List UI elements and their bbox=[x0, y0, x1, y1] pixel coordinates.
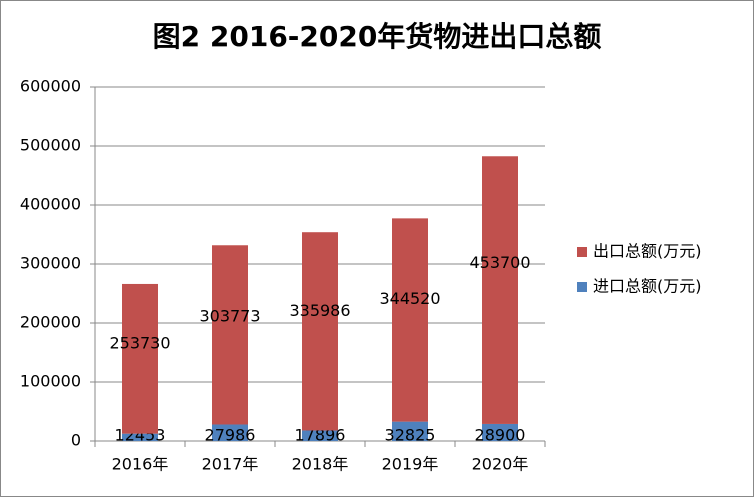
data-label: 32825 bbox=[385, 426, 436, 445]
x-tick-label: 2019年 bbox=[382, 455, 439, 474]
chart-title: 图2 2016-2020年货物进出口总额 bbox=[153, 20, 602, 53]
bar-segment bbox=[212, 245, 248, 425]
y-tick-label: 300000 bbox=[20, 254, 81, 273]
bar-segment bbox=[212, 424, 248, 441]
bar-segment bbox=[482, 423, 518, 441]
data-label: 344520 bbox=[379, 289, 440, 308]
bar-segment bbox=[392, 421, 428, 441]
data-label: 335986 bbox=[289, 301, 350, 320]
bar-segment bbox=[122, 433, 158, 441]
bar-segment bbox=[392, 218, 428, 422]
legend-swatch bbox=[577, 247, 587, 257]
y-tick-label: 100000 bbox=[20, 372, 81, 391]
y-tick-label: 200000 bbox=[20, 313, 81, 332]
bar-segment bbox=[302, 232, 338, 431]
legend-swatch bbox=[577, 282, 587, 292]
data-label: 28900 bbox=[475, 426, 526, 445]
x-tick-label: 2016年 bbox=[112, 455, 169, 474]
y-tick-label: 400000 bbox=[20, 195, 81, 214]
y-tick-label: 600000 bbox=[20, 77, 81, 96]
x-tick-label: 2017年 bbox=[202, 455, 259, 474]
bar-segment bbox=[122, 283, 158, 434]
y-tick-label: 0 bbox=[71, 431, 81, 450]
data-label: 453700 bbox=[469, 253, 530, 272]
legend-label: 出口总额(万元) bbox=[593, 242, 702, 261]
legend-label: 进口总额(万元) bbox=[593, 277, 702, 296]
y-tick-label: 500000 bbox=[20, 136, 81, 155]
data-label: 253730 bbox=[109, 333, 170, 352]
bar-segment bbox=[482, 156, 518, 424]
bar-segment bbox=[302, 430, 338, 441]
x-tick-label: 2018年 bbox=[292, 455, 349, 474]
data-label: 27986 bbox=[205, 426, 256, 445]
data-label: 303773 bbox=[199, 306, 260, 325]
x-tick-label: 2020年 bbox=[472, 455, 529, 474]
